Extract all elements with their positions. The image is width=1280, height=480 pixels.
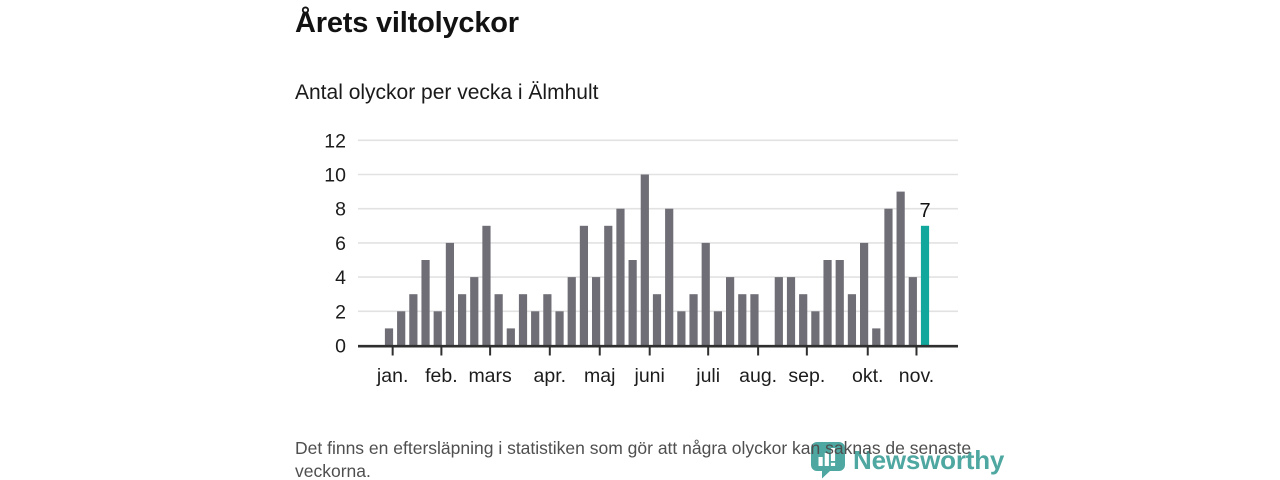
bar: [750, 294, 759, 346]
bar: [506, 328, 515, 346]
bar: [665, 208, 674, 346]
footnote: Det finns en eftersläpning i statistiken…: [295, 438, 972, 480]
y-tick-label: 12: [324, 130, 346, 152]
bar: [494, 294, 503, 346]
month-label: nov.: [899, 365, 934, 387]
newsworthy-logo-icon: [811, 442, 845, 479]
y-tick-label: 8: [335, 199, 346, 221]
page-title: Årets viltolyckor: [295, 7, 519, 39]
bar: [860, 242, 869, 346]
bar: [567, 277, 576, 346]
bar: [847, 294, 857, 346]
bar: [591, 277, 601, 346]
highlight-value-label: 7: [919, 200, 930, 222]
bar: [616, 208, 625, 346]
bar: [713, 311, 723, 346]
bar: [579, 225, 589, 346]
bar: [811, 311, 820, 346]
month-label: maj: [584, 365, 615, 387]
newsworthy-logo[interactable]: Newsworthy: [810, 441, 1004, 479]
month-label: apr.: [534, 365, 567, 387]
bar: [445, 242, 455, 346]
bar: [604, 225, 613, 346]
bar: [774, 277, 783, 346]
y-tick-label: 6: [335, 233, 346, 255]
bar: [823, 260, 832, 346]
chart-subtitle: Antal olyckor per vecka i Älmhult: [295, 81, 599, 104]
bar: [640, 174, 649, 346]
y-tick-label: 10: [324, 165, 346, 187]
bar: [896, 191, 905, 346]
month-label: mars: [468, 365, 512, 387]
bar: [908, 277, 917, 346]
bar: [689, 294, 698, 346]
bar: [421, 260, 430, 346]
bar: [884, 208, 893, 346]
bar: [384, 328, 394, 346]
bar: [726, 277, 735, 346]
bar: [470, 277, 479, 346]
bar: [872, 328, 881, 346]
bar: [738, 294, 747, 346]
month-label: feb.: [425, 365, 458, 387]
month-label: sep.: [788, 365, 825, 387]
month-label: juli: [695, 365, 720, 387]
bar: [482, 225, 491, 346]
y-tick-label: 2: [335, 301, 346, 323]
bar: [555, 311, 564, 346]
month-label: jan.: [376, 365, 408, 387]
month-label: aug.: [739, 365, 777, 387]
bar: [786, 277, 796, 346]
y-tick-label: 4: [335, 267, 346, 289]
bar: [799, 294, 808, 346]
bar: [701, 242, 710, 346]
newsworthy-logo-text: Newsworthy: [853, 444, 1005, 475]
bar: [543, 294, 552, 346]
bar: [835, 260, 844, 346]
bar: [397, 311, 406, 346]
bar: [652, 294, 662, 346]
bar: [531, 311, 540, 346]
bar: [457, 294, 467, 346]
bar: [433, 311, 442, 346]
y-tick-label: 0: [335, 336, 346, 358]
bar-chart: 0 2 4 6 8 10 12 jan. feb. mars apr. maj juni juli aug.…: [324, 130, 958, 387]
month-label: juni: [634, 365, 665, 387]
bar: [677, 311, 686, 346]
bar: [628, 260, 637, 346]
month-label: okt.: [852, 365, 883, 387]
highlight-bar: [920, 225, 930, 346]
bar: [518, 294, 528, 346]
bar: [409, 294, 418, 346]
